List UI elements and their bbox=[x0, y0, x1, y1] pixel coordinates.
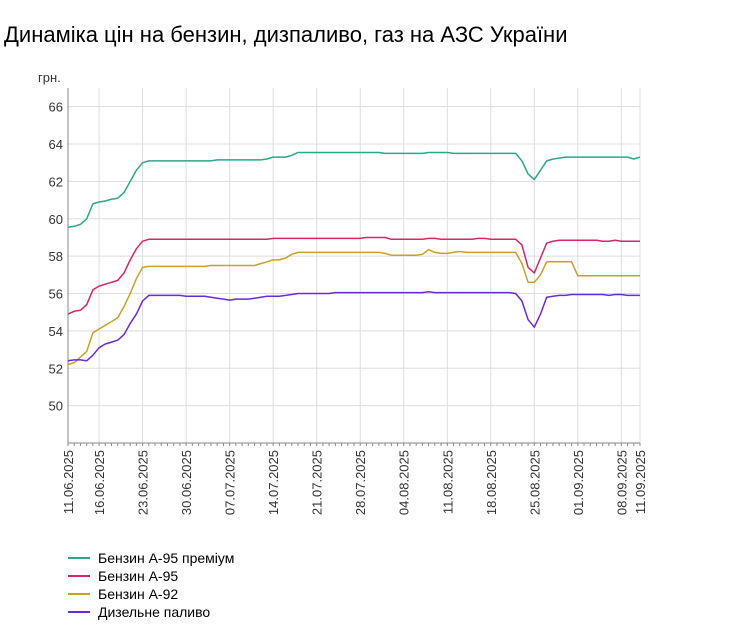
y-tick-label: 58 bbox=[49, 249, 63, 264]
x-tick-label: 11.09.2025 bbox=[633, 450, 648, 514]
x-tick-label: 07.07.2025 bbox=[223, 450, 238, 515]
grid-lines bbox=[67, 88, 641, 443]
x-tick-label: 08.09.2025 bbox=[614, 450, 629, 515]
series-line-0 bbox=[67, 151, 641, 228]
x-tick-label: 25.08.2025 bbox=[527, 450, 542, 515]
y-tick-label: 66 bbox=[49, 100, 63, 115]
y-tick-label: 56 bbox=[49, 287, 63, 302]
legend-label: Дизельне паливо bbox=[98, 604, 211, 620]
legend-item[interactable]: Бензин А-95 преміум bbox=[68, 549, 234, 567]
y-axis-label: грн. bbox=[38, 70, 61, 85]
x-tick-label: 30.06.2025 bbox=[179, 450, 194, 515]
x-tick-label: 23.06.2025 bbox=[136, 450, 151, 515]
y-tick-label: 52 bbox=[49, 361, 63, 376]
x-tick-label: 21.07.2025 bbox=[310, 450, 325, 515]
series-lines bbox=[67, 151, 641, 366]
x-tick-label: 11.08.2025 bbox=[440, 450, 455, 514]
y-tick-label: 50 bbox=[49, 399, 63, 414]
legend-label: Бензин А-95 bbox=[98, 568, 179, 584]
legend-item[interactable]: Бензин А-95 bbox=[68, 567, 234, 585]
legend-swatch bbox=[68, 575, 90, 577]
x-tick-label: 18.08.2025 bbox=[484, 450, 499, 515]
y-axis-ticks: 50 52 54 56 58 60 62 64 66 bbox=[49, 100, 63, 414]
legend-swatch bbox=[68, 557, 90, 559]
legend-item[interactable]: Дизельне паливо bbox=[68, 603, 234, 621]
axes bbox=[67, 88, 641, 446]
series-line-2 bbox=[67, 248, 640, 366]
y-tick-label: 64 bbox=[49, 137, 63, 152]
legend-label: Бензин А-95 преміум bbox=[98, 550, 235, 566]
x-axis-ticks: 11.06.2025 16.06.2025 23.06.2025 30.06.2025… bbox=[61, 450, 648, 515]
x-tick-label: 01.09.2025 bbox=[571, 450, 586, 515]
x-tick-label: 04.08.2025 bbox=[397, 450, 412, 515]
chart-title: Динаміка цін на бензин, дизпаливо, газ н… bbox=[4, 22, 568, 47]
y-tick-label: 62 bbox=[49, 174, 63, 189]
y-tick-label: 54 bbox=[49, 324, 63, 339]
legend-swatch bbox=[68, 611, 90, 613]
x-tick-label: 14.07.2025 bbox=[266, 450, 281, 515]
legend-label: Бензин А-92 bbox=[98, 586, 179, 602]
x-tick-label: 28.07.2025 bbox=[353, 450, 368, 515]
legend-swatch bbox=[68, 593, 90, 595]
series-line-3 bbox=[67, 290, 640, 362]
series-line-1 bbox=[67, 236, 640, 315]
legend-item[interactable]: Бензин А-92 bbox=[68, 585, 234, 603]
x-tick-label: 16.06.2025 bbox=[92, 450, 107, 515]
y-tick-label: 60 bbox=[49, 212, 63, 227]
x-tick-label: 11.06.2025 bbox=[61, 450, 76, 514]
legend: Бензин А-95 преміум Бензин А-95 Бензин А-9… bbox=[68, 549, 234, 621]
